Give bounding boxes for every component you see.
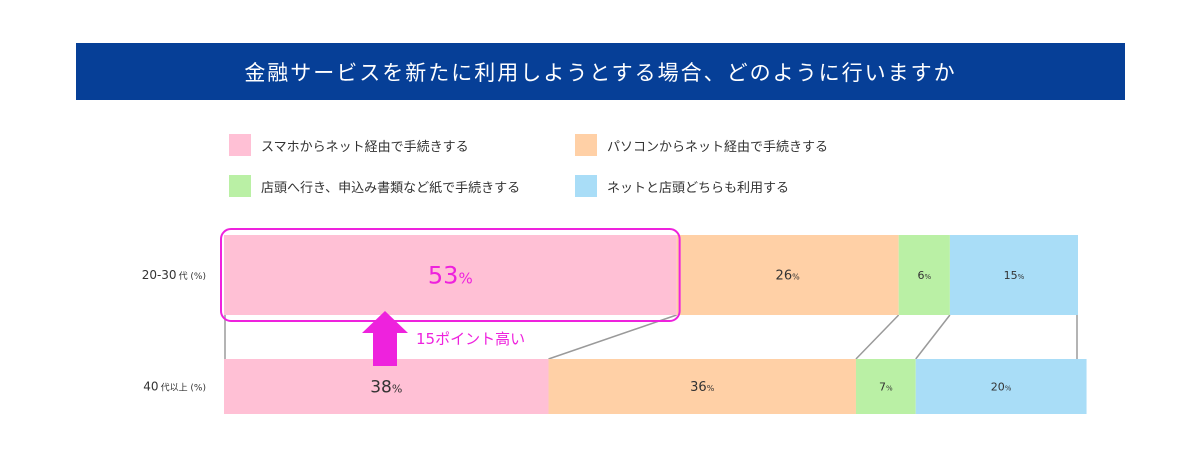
title-bar: 金融サービスを新たに利用しようとする場合、どのように行いますか (76, 43, 1125, 100)
bar-segment (855, 359, 916, 414)
data-label: 26% (776, 269, 801, 284)
bar-row: 53% 26% 6% 15% (224, 235, 1078, 315)
data-label: 15% (1004, 269, 1025, 282)
data-label: 20% (991, 380, 1012, 393)
category-label: 20-30 代 (%) (142, 268, 206, 282)
up-arrow-icon (362, 311, 408, 366)
annotation-text: 15ポイント高い (416, 330, 525, 348)
chart-title: 金融サービスを新たに利用しようとする場合、どのように行いますか (244, 60, 957, 85)
bar-segment (949, 235, 1078, 315)
connector-line (915, 314, 951, 360)
bar-segment (898, 235, 950, 315)
data-label: 38% (370, 378, 402, 398)
bar-segment (548, 359, 856, 414)
bar-segment (676, 235, 899, 315)
bar-segment (224, 359, 549, 414)
connector-lines (224, 314, 1078, 360)
highlight-outline (220, 228, 681, 322)
data-label: 36% (690, 380, 715, 395)
bar-segment (224, 235, 677, 315)
bar-row: 38% 36% 7% 20% (224, 359, 1087, 414)
connector-line (548, 314, 677, 360)
data-label: 7% (879, 380, 893, 393)
category-label: 40 代以上 (%) (143, 380, 206, 394)
data-label: 53% (428, 262, 473, 290)
data-label: 6% (917, 269, 931, 282)
connector-line (855, 314, 900, 360)
bar-segment (915, 359, 1087, 414)
